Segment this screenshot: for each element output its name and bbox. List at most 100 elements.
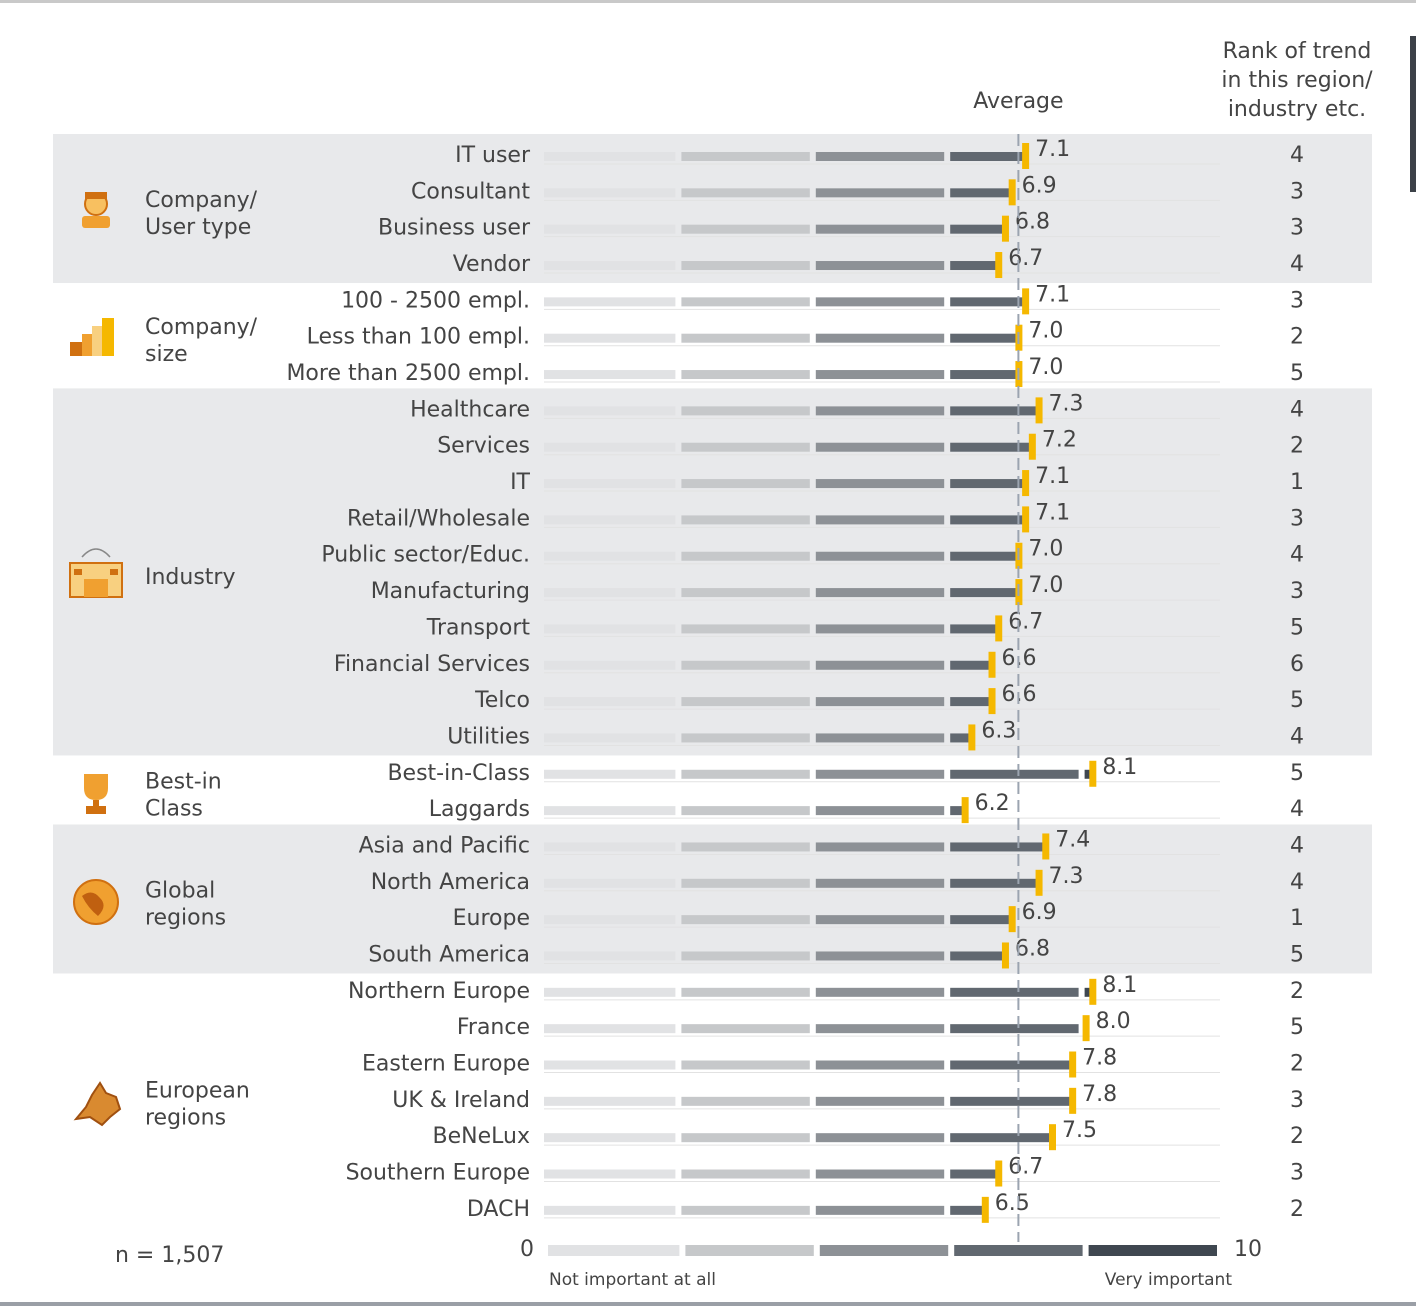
bar-segment [681,1060,810,1070]
bar-segment [815,769,945,779]
bar-segment [815,188,945,198]
bar-segment [950,806,965,816]
category-label: Telco [474,688,530,713]
bar-segment [815,297,945,307]
bar-segment [544,915,676,925]
category-label: Financial Services [334,652,530,677]
bar-segment [544,1060,676,1070]
bar-segment [815,1024,945,1034]
category-label: Europe [453,906,530,931]
value-marker [961,797,969,824]
category-label: Public sector/Educ. [321,543,530,568]
bar-segment [950,515,1026,525]
bar-segment [815,1096,945,1106]
rank-label: 5 [1290,615,1304,640]
bar-segment [815,333,945,343]
category-label: IT [510,470,530,495]
bar-segment [950,152,1026,161]
rank-label: 4 [1290,724,1304,749]
value-label: 7.0 [1028,355,1063,380]
rank-label: 3 [1290,216,1304,241]
bar-segment [544,769,676,779]
bar-segment [544,188,676,198]
rank-label: 5 [1290,942,1304,967]
value-marker [995,252,1003,279]
bar-segment [681,261,810,271]
category-label: Asia and Pacific [359,833,530,858]
bar-segment [681,1024,810,1034]
value-label: 6.9 [1022,173,1057,198]
value-marker [1022,506,1030,533]
value-label: 7.2 [1042,428,1077,453]
value-label: 6.7 [1008,1155,1043,1180]
bar-segment [950,951,1005,961]
bar-segment [681,588,810,598]
bar-segment [681,1133,810,1143]
value-marker [1069,1087,1077,1114]
rank-label: 4 [1290,797,1304,822]
bar-segment [681,769,810,779]
group-label: regions [145,905,226,930]
value-label: 7.1 [1035,500,1070,525]
bar-segment [950,224,1005,234]
value-marker [1022,143,1030,169]
bar-segment [544,479,676,489]
rank-header: Rank of trend [1223,39,1372,64]
rank-label: 5 [1290,1015,1304,1040]
value-label: 7.0 [1028,573,1063,598]
plot: Average Rank of trend in this region/indus… [115,39,1373,1290]
group-label: Best-in [145,769,222,794]
scale-segment [954,1245,1083,1256]
value-label: 7.3 [1049,864,1084,889]
group-label: Company/ [145,315,258,340]
value-label: 7.0 [1028,319,1063,344]
value-label: 7.3 [1049,391,1084,416]
bar-segment [544,442,676,452]
bar-segment [950,588,1019,598]
rank-label: 2 [1290,1124,1304,1149]
bar-segment [544,588,676,598]
value-marker [1089,760,1097,787]
bar-segment [544,406,676,416]
bar-segment [950,624,999,634]
bottom-border [0,1302,1416,1306]
bar-segment [544,697,676,707]
category-label: Laggards [429,797,530,822]
bar-segment [815,951,945,961]
bar-segment [815,878,945,888]
bar-segment [681,551,810,561]
category-label: Best-in-Class [387,761,530,786]
bar-segment [815,442,945,452]
value-marker [1049,1124,1056,1151]
bar-segment [950,733,972,743]
bar-segment [681,188,810,198]
category-label: Consultant [411,179,530,204]
rank-label: 3 [1290,579,1304,604]
value-marker [1008,906,1016,933]
value-marker [988,688,996,715]
bar-segment [544,1024,676,1034]
bar-segment [815,224,945,234]
bar-segment [815,551,945,561]
category-label: Less than 100 empl. [307,325,530,350]
value-marker [1001,942,1009,969]
bar-segment [815,987,945,997]
bar-segment [544,878,676,888]
bar-segment [681,733,810,743]
value-marker [995,615,1003,642]
value-marker [995,1160,1003,1187]
bar-segment [950,333,1019,343]
icon-user [82,192,110,228]
bar-segment [544,660,676,670]
icons [69,192,123,1127]
rank-label: 3 [1290,506,1304,531]
rank-label: 3 [1290,1088,1304,1113]
bar-segment [950,479,1026,489]
bar-segment [815,733,945,743]
bar-segment [681,951,810,961]
group-label: regions [145,1105,226,1130]
rank-label: 3 [1290,179,1304,204]
value-label: 6.5 [995,1191,1030,1216]
bar-segment [681,370,810,380]
